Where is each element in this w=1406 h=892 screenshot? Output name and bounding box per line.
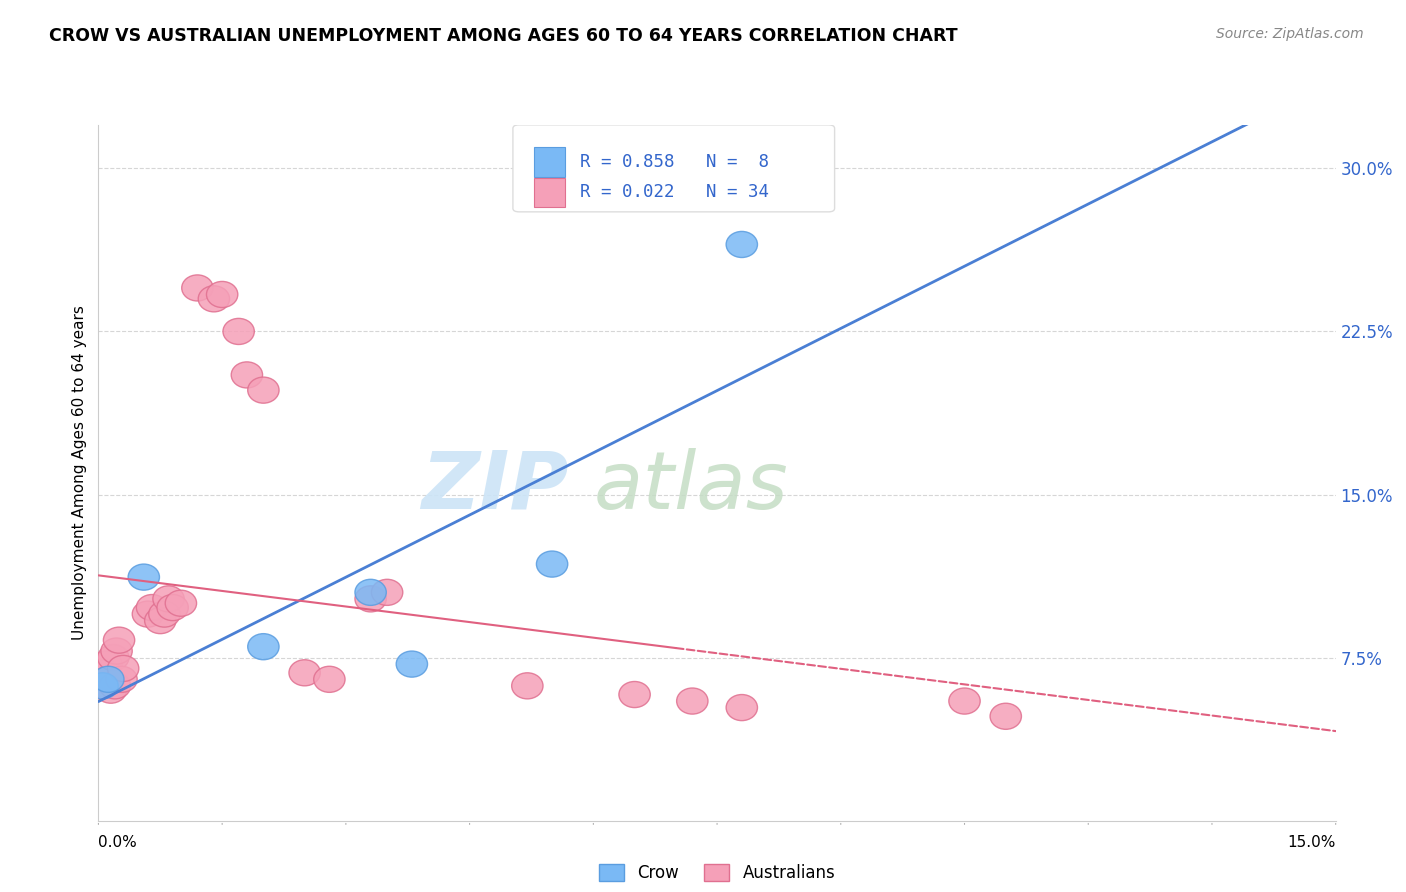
Ellipse shape	[247, 377, 278, 403]
Ellipse shape	[87, 671, 118, 697]
Text: Source: ZipAtlas.com: Source: ZipAtlas.com	[1216, 27, 1364, 41]
Ellipse shape	[949, 688, 980, 714]
Text: R = 0.858   N =  8: R = 0.858 N = 8	[579, 153, 769, 171]
Ellipse shape	[136, 594, 167, 621]
Ellipse shape	[105, 666, 138, 692]
Ellipse shape	[153, 586, 184, 612]
Text: 15.0%: 15.0%	[1288, 836, 1336, 850]
Ellipse shape	[354, 586, 387, 612]
Text: R = 0.022   N = 34: R = 0.022 N = 34	[579, 184, 769, 202]
Ellipse shape	[93, 666, 124, 692]
Ellipse shape	[231, 362, 263, 388]
Ellipse shape	[149, 601, 180, 627]
Ellipse shape	[101, 638, 132, 664]
Ellipse shape	[537, 551, 568, 577]
Ellipse shape	[166, 591, 197, 616]
Ellipse shape	[725, 695, 758, 721]
FancyBboxPatch shape	[513, 125, 835, 212]
Ellipse shape	[104, 627, 135, 653]
Ellipse shape	[198, 285, 229, 312]
Ellipse shape	[128, 564, 159, 591]
Ellipse shape	[396, 651, 427, 677]
Y-axis label: Unemployment Among Ages 60 to 64 years: Unemployment Among Ages 60 to 64 years	[72, 305, 87, 640]
Text: CROW VS AUSTRALIAN UNEMPLOYMENT AMONG AGES 60 TO 64 YEARS CORRELATION CHART: CROW VS AUSTRALIAN UNEMPLOYMENT AMONG AG…	[49, 27, 957, 45]
Ellipse shape	[512, 673, 543, 699]
Text: ZIP: ZIP	[422, 448, 568, 525]
Ellipse shape	[145, 607, 176, 633]
Ellipse shape	[181, 275, 214, 301]
Ellipse shape	[132, 601, 163, 627]
Ellipse shape	[354, 579, 387, 606]
Ellipse shape	[247, 633, 278, 660]
Ellipse shape	[157, 594, 188, 621]
Ellipse shape	[725, 231, 758, 258]
FancyBboxPatch shape	[534, 147, 565, 177]
Ellipse shape	[990, 703, 1021, 730]
Ellipse shape	[619, 681, 650, 707]
Ellipse shape	[90, 660, 121, 686]
Text: atlas: atlas	[593, 448, 789, 525]
Text: 0.0%: 0.0%	[98, 836, 138, 850]
FancyBboxPatch shape	[534, 178, 565, 207]
Ellipse shape	[107, 656, 139, 681]
Ellipse shape	[290, 660, 321, 686]
Ellipse shape	[100, 673, 131, 699]
Ellipse shape	[91, 651, 122, 677]
Ellipse shape	[87, 673, 118, 699]
Ellipse shape	[314, 666, 344, 692]
Ellipse shape	[96, 677, 127, 703]
Ellipse shape	[676, 688, 709, 714]
Ellipse shape	[371, 579, 402, 606]
Ellipse shape	[207, 282, 238, 308]
Ellipse shape	[224, 318, 254, 344]
Legend: Crow, Australians: Crow, Australians	[592, 857, 842, 888]
Ellipse shape	[93, 666, 124, 692]
Ellipse shape	[97, 645, 129, 671]
